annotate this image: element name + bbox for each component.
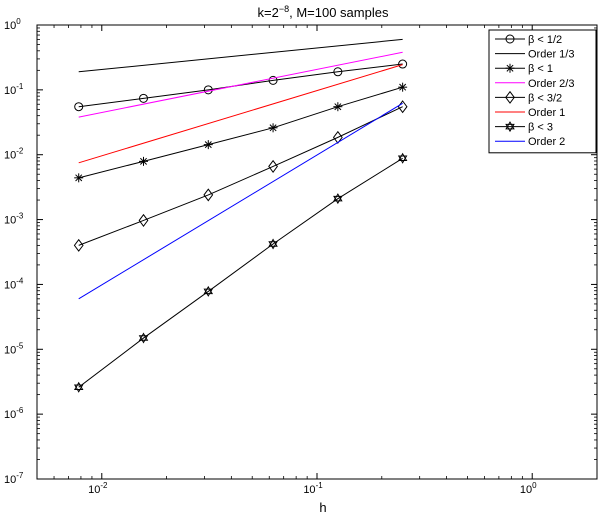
series-2 — [74, 82, 408, 183]
series-3 — [78, 51, 403, 118]
y-tick-exp: -1 — [16, 82, 24, 91]
y-tick-exp: -7 — [16, 471, 24, 480]
data-point — [332, 130, 343, 144]
x-axis-label: h — [319, 500, 326, 515]
series-1 — [78, 38, 403, 73]
data-point — [397, 152, 408, 164]
y-tick-label: 10-3 — [4, 212, 24, 227]
data-point — [203, 285, 214, 297]
series-line — [78, 157, 403, 388]
x-tick-base: 10 — [303, 484, 315, 496]
series-line — [78, 106, 403, 246]
legend-item: β < 3 — [495, 121, 553, 134]
data-point — [74, 102, 84, 112]
data-point — [398, 82, 408, 92]
y-tick-label: 10-4 — [4, 276, 24, 291]
legend-item: Order 1 — [495, 107, 565, 119]
series-5 — [78, 64, 403, 164]
legend-item: β < 3/2 — [495, 90, 562, 104]
y-tick-label: 10-7 — [4, 471, 24, 486]
title-exponent: −8 — [279, 4, 289, 14]
series-line — [78, 38, 403, 73]
series-line — [78, 64, 403, 164]
x-tick-exp: -2 — [100, 481, 108, 490]
data-point — [203, 140, 213, 150]
series-line — [78, 102, 403, 300]
y-tick-exp: -4 — [16, 276, 24, 285]
legend-item: Order 2 — [495, 136, 565, 148]
y-tick-label: 100 — [4, 17, 21, 32]
y-tick-label: 10-1 — [4, 82, 24, 97]
series-7 — [78, 102, 403, 300]
legend-item: Order 2/3 — [495, 78, 574, 90]
series-line — [78, 51, 403, 118]
y-tick-base: 10 — [4, 474, 16, 486]
y-tick-base: 10 — [4, 20, 16, 32]
data-point — [333, 102, 343, 112]
x-tick-base: 10 — [88, 484, 100, 496]
x-tick-exp: 0 — [532, 481, 537, 490]
x-tick-label: 10-2 — [88, 481, 108, 496]
y-tick-label: 10-6 — [4, 406, 24, 421]
data-point — [138, 93, 148, 103]
y-tick-exp: -6 — [16, 406, 24, 415]
legend-item: β < 1/2 — [495, 34, 562, 46]
data-point — [73, 238, 84, 252]
y-tick-exp: -5 — [16, 341, 24, 350]
data-point — [268, 159, 278, 173]
legend-item: Order 1/3 — [495, 49, 574, 61]
y-tick-base: 10 — [4, 215, 16, 227]
series-4 — [73, 100, 408, 252]
data-point — [73, 381, 84, 393]
title-main: k=2 — [258, 5, 279, 20]
legend-box — [488, 29, 597, 154]
data-point — [203, 188, 214, 202]
y-tick-base: 10 — [4, 344, 16, 356]
y-tick-exp: -2 — [16, 147, 24, 156]
y-tick-label: 10-5 — [4, 341, 24, 356]
x-tick-label: 100 — [520, 481, 537, 496]
y-tick-base: 10 — [4, 409, 16, 421]
data-point — [333, 67, 343, 77]
legend-label: Order 1/3 — [528, 49, 574, 61]
legend-label: β < 3 — [528, 122, 553, 134]
y-tick-exp: 0 — [16, 17, 21, 26]
data-point — [268, 238, 278, 250]
series-line — [78, 86, 403, 179]
y-tick-base: 10 — [4, 279, 16, 291]
title-rest: , M=100 samples — [289, 5, 389, 20]
legend-marker — [505, 63, 515, 73]
data-point — [138, 332, 149, 344]
legend-label: Order 2/3 — [528, 78, 574, 90]
x-tick-exp: -1 — [316, 481, 324, 490]
legend-label: Order 2 — [528, 136, 565, 148]
legend-label: β < 1 — [528, 63, 553, 75]
legend-label: Order 1 — [528, 107, 565, 119]
data-point — [138, 156, 148, 166]
x-tick-base: 10 — [520, 484, 532, 496]
y-tick-exp: -3 — [16, 212, 24, 221]
data-point — [398, 59, 408, 69]
x-tick-label: 10-1 — [303, 481, 323, 496]
data-point — [268, 75, 278, 85]
legend-marker — [505, 121, 515, 133]
legend: β < 1/2 Order 1/3 β < 1 Order 2/3 β < 3/2 Ord… — [488, 29, 597, 154]
legend-marker — [505, 90, 515, 104]
y-tick-label: 10-2 — [4, 147, 24, 162]
y-tick-base: 10 — [4, 150, 16, 162]
series-6 — [73, 152, 408, 393]
data-point — [74, 173, 84, 183]
legend-item: β < 1 — [495, 63, 553, 75]
series-layer — [73, 38, 408, 393]
legend-label: β < 3/2 — [528, 92, 562, 104]
legend-label: β < 1/2 — [528, 34, 562, 46]
data-point — [268, 123, 278, 133]
data-point — [333, 193, 343, 205]
data-point — [138, 213, 149, 227]
y-tick-base: 10 — [4, 85, 16, 97]
legend-marker — [505, 34, 515, 44]
chart-title: k=2−8, M=100 samples — [258, 4, 389, 20]
